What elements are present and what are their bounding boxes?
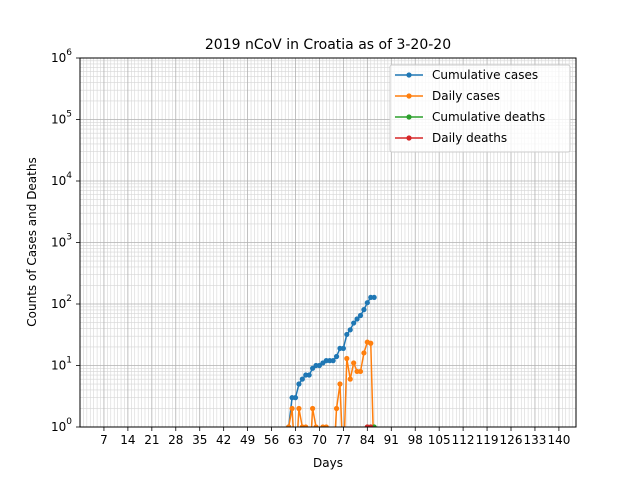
daily-cases-point xyxy=(303,424,309,427)
daily-cases-point xyxy=(351,360,357,366)
series-group xyxy=(286,294,377,427)
x-tick-label: 70 xyxy=(312,433,327,447)
legend-label-daily-cases: Daily cases xyxy=(432,89,500,103)
daily-cases-point xyxy=(347,376,353,382)
daily-cases-point xyxy=(289,405,295,412)
cumulative-cases-point xyxy=(364,300,370,306)
x-axis-label: Days xyxy=(313,456,343,470)
daily-cases-point xyxy=(357,368,364,375)
legend-label-cumulative-cases: Cumulative cases xyxy=(432,68,538,82)
daily-cases-point xyxy=(310,405,316,412)
daily-cases-point xyxy=(368,340,374,346)
y-axis-label: Counts of Cases and Deaths xyxy=(25,157,39,326)
legend-marker-cumulative-cases xyxy=(406,72,412,78)
cumulative-cases-point xyxy=(347,327,353,333)
cumulative-cases-point xyxy=(351,320,357,326)
cumulative-cases-point xyxy=(310,365,316,371)
daily-cases-point xyxy=(333,405,340,412)
legend-marker-cumulative-deaths xyxy=(406,114,412,120)
x-tick-label: 119 xyxy=(476,433,499,447)
chart-title: 2019 nCoV in Croatia as of 3-20-20 xyxy=(205,37,451,53)
x-tick-label: 98 xyxy=(408,433,423,447)
daily-cases-point xyxy=(323,424,329,427)
x-tick-label: 105 xyxy=(428,433,451,447)
legend-box xyxy=(389,64,571,153)
x-tick-label: 49 xyxy=(240,433,255,447)
legend: Cumulative cases Daily cases Cumulative de… xyxy=(389,64,571,153)
x-tick-label: 14 xyxy=(120,433,135,447)
daily-cases-point xyxy=(286,424,292,427)
cumulative-cases-point xyxy=(361,307,367,313)
cumulative-cases-point xyxy=(296,381,302,387)
x-tick-label: 21 xyxy=(144,433,159,447)
cumulative-cases-point xyxy=(354,316,360,322)
x-tick-label: 28 xyxy=(168,433,183,447)
x-tick-label: 140 xyxy=(547,433,570,447)
legend-marker-daily-deaths xyxy=(406,135,412,141)
cumulative-cases-point xyxy=(333,353,340,360)
x-tick-label: 63 xyxy=(288,433,303,447)
cumulative-cases-point xyxy=(292,395,299,401)
cumulative-cases-point xyxy=(330,358,336,364)
cumulative-cases-point xyxy=(371,294,377,301)
legend-marker-daily-cases xyxy=(406,93,412,99)
cumulative-cases-point xyxy=(340,345,346,351)
cumulative-cases-point xyxy=(357,312,364,319)
daily-deaths-point xyxy=(368,424,374,427)
daily-cases-point xyxy=(313,424,319,427)
cumulative-cases-point xyxy=(344,331,350,338)
x-tick-label: 35 xyxy=(192,433,207,447)
x-tick-label: 91 xyxy=(384,433,399,447)
x-tick-label: 77 xyxy=(336,433,351,447)
daily-cases-point xyxy=(296,405,302,412)
daily-cases-point xyxy=(337,381,343,387)
legend-label-cumulative-deaths: Cumulative deaths xyxy=(432,110,545,124)
x-tick-label: 133 xyxy=(523,433,546,447)
x-axis: 7 14 21 28 35 42 49 56 63 70 77 84 91 98 105 112 119 126 1… xyxy=(100,427,570,447)
series-layer xyxy=(286,294,377,427)
cumulative-cases-point xyxy=(299,376,305,382)
daily-cases-point xyxy=(344,355,350,362)
x-tick-label: 42 xyxy=(216,433,231,447)
x-tick-label: 112 xyxy=(452,433,475,447)
x-tick-label: 126 xyxy=(500,433,523,447)
x-tick-label: 56 xyxy=(264,433,279,447)
legend-label-daily-deaths: Daily deaths xyxy=(432,131,507,145)
x-tick-label: 84 xyxy=(360,433,375,447)
cumulative-cases-point xyxy=(306,372,312,378)
x-tick-label: 7 xyxy=(100,433,108,447)
daily-cases-point xyxy=(361,350,367,356)
